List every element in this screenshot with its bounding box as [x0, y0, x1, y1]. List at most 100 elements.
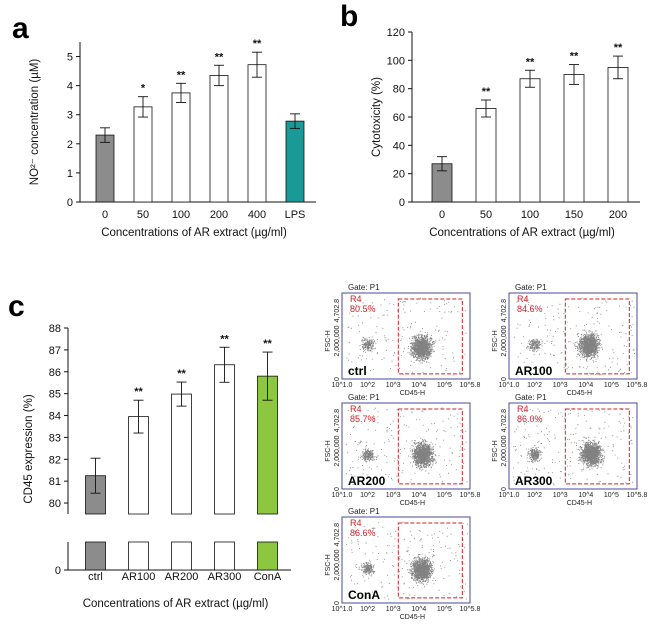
x-axis-label: CD45-H [567, 500, 592, 507]
x-tick-label: 10^2 [360, 382, 375, 389]
x-tick-label: 10^5.8 [460, 382, 481, 389]
y-axis-label: FSC-H [325, 554, 332, 575]
significance-label: ** [177, 69, 186, 81]
significance-label: ** [134, 386, 143, 398]
x-tick-label: LPS [285, 209, 306, 221]
y-axis-label: FSC-H [492, 440, 499, 461]
bar [95, 134, 115, 203]
gate-r4 [397, 408, 463, 485]
y-tick-label: 88 [49, 323, 61, 335]
plot-frame [508, 292, 638, 380]
plot-frame [341, 292, 471, 380]
x-axis-label: CD45-H [567, 390, 592, 397]
y-tick-label: 5 [67, 52, 73, 64]
bar [285, 120, 305, 203]
x-tick-label: 10^4 [578, 382, 593, 389]
bar [171, 92, 191, 203]
x-tick-label: 50 [480, 209, 492, 221]
x-axis-label: CD45-H [400, 500, 425, 507]
gate-label: Gate: P1 [348, 507, 380, 516]
x-tick-label: 10^3 [553, 382, 568, 389]
x-tick-label: 10^2 [527, 382, 542, 389]
x-tick-label: 10^4 [411, 606, 426, 613]
region-percent: 86.6% [350, 528, 376, 538]
gate-r4 [564, 408, 630, 485]
gate-r4 [564, 298, 630, 375]
y-tick-label: 40 [393, 140, 405, 152]
bar [214, 364, 235, 515]
scatter-dots [513, 407, 634, 486]
bar [563, 74, 585, 203]
x-tick-label: 10^1.0 [332, 382, 353, 389]
x-tick-label: 10^2 [527, 492, 542, 499]
x-axis-label: CD45-H [400, 614, 425, 621]
bar-lower-segment [171, 541, 192, 571]
x-tick-label: 10^2 [360, 492, 375, 499]
y-top-label: 4,702.8 [334, 523, 341, 546]
x-tick-label: 10^1.0 [332, 606, 353, 613]
y-tick-label: 86 [49, 367, 61, 379]
plot-frame [508, 402, 638, 490]
significance-label: ** [614, 42, 623, 54]
y-tick-label: 1 [67, 168, 73, 180]
x-tick-label: 10^3 [386, 606, 401, 613]
x-tick-label: 10^5.8 [460, 606, 481, 613]
y-top-label: 4,702.8 [501, 299, 508, 322]
y-zero-label: 0 [334, 601, 341, 605]
x-tick-label: 400 [248, 209, 266, 221]
y-zero-label: 0 [501, 487, 508, 491]
y-top-label: 4,702.8 [334, 409, 341, 432]
y-tick-label: 60 [393, 112, 405, 124]
y-tick-label: 80 [393, 84, 405, 96]
x-tick-label: 10^2 [360, 606, 375, 613]
x-tick-label: 10^1.0 [499, 492, 520, 499]
gate-label: Gate: P1 [348, 283, 380, 292]
x-tick-label: 10^3 [553, 492, 568, 499]
x-tick-label: 10^1.0 [332, 492, 353, 499]
gate-r4 [397, 298, 463, 375]
x-tick-label: AR300 [208, 571, 242, 583]
region-label: R4 [350, 518, 362, 528]
x-tick-label: 10^5 [437, 492, 452, 499]
sample-label: AR200 [348, 474, 386, 488]
panel-letter-c: c [8, 290, 25, 323]
x-tick-label: 200 [210, 209, 228, 221]
y-axis-title: Cytotoxicity (%) [371, 77, 383, 157]
x-axis-label: CD45-H [400, 390, 425, 397]
sample-label: AR100 [515, 364, 553, 378]
x-tick-label: 10^5.8 [460, 492, 481, 499]
x-tick-label: 10^3 [386, 382, 401, 389]
significance-label: ** [570, 51, 579, 63]
region-label: R4 [517, 404, 529, 414]
plot-frame [341, 516, 471, 604]
y-axis-label: FSC-H [492, 330, 499, 351]
panel-letter-b: b [340, 0, 358, 33]
bar [607, 67, 629, 203]
gate-label: Gate: P1 [515, 393, 547, 402]
x-tick-label: 150 [565, 209, 583, 221]
plot-frame [341, 402, 471, 490]
bar [475, 108, 497, 203]
y-tick-label: 3 [67, 110, 73, 122]
y-mid-label: 2,000,000 [334, 325, 341, 356]
y-axis-title: CD45 expression (%) [23, 394, 35, 503]
significance-label: ** [177, 368, 186, 380]
y-mid-label: 2,000,000 [334, 435, 341, 466]
region-percent: 80.5% [350, 304, 376, 314]
y-tick-label: 87 [49, 345, 61, 357]
significance-label: ** [220, 333, 229, 345]
y-axis-label: FSC-H [325, 440, 332, 461]
sample-label: AR300 [515, 474, 553, 488]
y-tick-label: 83 [49, 432, 61, 444]
x-tick-label: 10^1.0 [499, 382, 520, 389]
gate-label: Gate: P1 [348, 393, 380, 402]
x-tick-label: 10^4 [411, 382, 426, 389]
significance-label: ** [526, 56, 535, 68]
y-zero-label: 0 [334, 487, 341, 491]
region-percent: 84.6% [517, 304, 543, 314]
gate-label: Gate: P1 [515, 283, 547, 292]
chart-c-cd45: 80 81 82 83 84 85 86 87 88 0 ctrl ** AR100 ** AR200 ** A… [23, 323, 291, 610]
